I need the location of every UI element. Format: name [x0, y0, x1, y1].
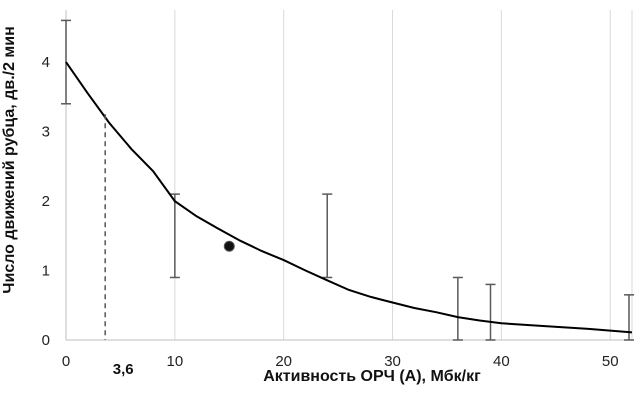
tick-labels: 0 10 20 30 40 50 0 1 2 3 4 [42, 54, 619, 370]
x-tick-label: 30 [384, 353, 401, 370]
y-tick-label: 1 [42, 263, 50, 280]
error-bars [61, 19, 634, 341]
y-tick-label: 2 [42, 193, 50, 210]
y-tick-label: 3 [42, 124, 50, 141]
error-bar-10 [169, 193, 180, 279]
x-tick-label: 40 [493, 353, 510, 370]
y-axis-title: Число движений рубца, дв./2 мин [1, 26, 18, 294]
marker-layer: 3,6 [104, 114, 134, 378]
error-bar-24 [322, 193, 333, 279]
y-tick-label: 4 [42, 54, 50, 71]
data-point [223, 240, 235, 252]
marker-label: 3,6 [113, 361, 134, 378]
fit-curve-line [65, 61, 633, 334]
error-bar-36 [452, 276, 463, 341]
y-tick-label: 0 [42, 332, 50, 349]
error-bar-39 [485, 283, 496, 341]
grid-layer [174, 10, 633, 340]
x-tick-label: 0 [62, 353, 70, 370]
x-tick-label: 10 [167, 353, 184, 370]
x-tick-label: 50 [602, 353, 619, 370]
fit-curve-layer [65, 61, 633, 334]
point-layer [223, 240, 235, 252]
x-axis-title: Активность ОРЧ (А), Мбк/кг [263, 368, 481, 385]
x-tick-label: 20 [275, 353, 292, 370]
